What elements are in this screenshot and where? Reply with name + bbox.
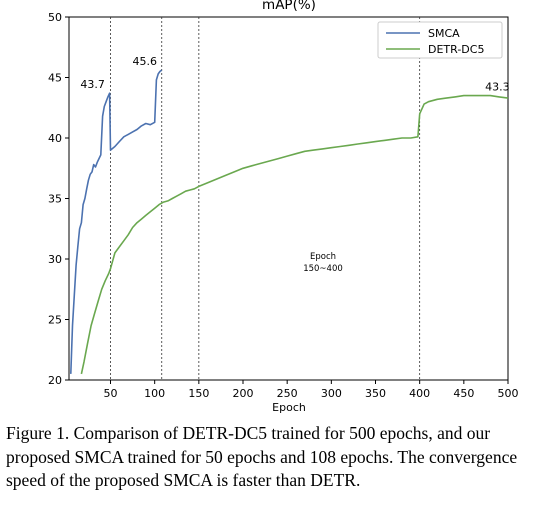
data-labels: 43.7 45.6 43.3 (80, 55, 509, 93)
y-tick-label-30: 30 (48, 253, 62, 266)
legend-label-smca: SMCA (428, 27, 460, 40)
x-tick-label-200: 200 (233, 387, 254, 400)
x-tick-label-150: 150 (188, 387, 209, 400)
convergence-line-chart: mAP(%) 50 100 150 200 250 300 350 400 450 500 202… (48, 0, 519, 414)
x-tick-label-50: 50 (104, 387, 118, 400)
plot-frame (68, 16, 509, 381)
data-label-detr-end: 43.3 (485, 81, 510, 94)
x-tick-label-250: 250 (277, 387, 298, 400)
chart-title: mAP(%) (262, 0, 316, 13)
figure-caption: Figure 1. Comparison of DETR-DC5 trained… (6, 423, 518, 490)
legend-label-detr: DETR-DC5 (428, 43, 484, 56)
annotation-epoch-range: 150~400 (303, 264, 343, 274)
series-line-smca (70, 69, 163, 374)
y-tick-label-25: 25 (48, 314, 62, 327)
data-label-smca-peak-2: 45.6 (132, 55, 157, 68)
x-axis-label: Epoch (272, 401, 306, 414)
x-axis-ticks: 50 100 150 200 250 300 350 400 450 500 (104, 380, 519, 400)
x-tick-label-100: 100 (144, 387, 165, 400)
x-tick-label-400: 400 (409, 387, 430, 400)
phase-divider-lines (110, 17, 421, 380)
x-tick-label-300: 300 (321, 387, 342, 400)
series-layer (70, 69, 509, 375)
annotation-epoch: Epoch (310, 252, 336, 262)
y-tick-label-20: 20 (48, 374, 62, 387)
y-tick-label-45: 45 (48, 72, 62, 85)
y-tick-label-50: 50 (48, 11, 62, 24)
x-tick-label-500: 500 (498, 387, 519, 400)
data-label-smca-peak-1: 43.7 (80, 78, 105, 91)
y-axis-ticks: 20 25 30 35 40 45 50 (48, 11, 69, 387)
x-tick-label-450: 450 (453, 387, 474, 400)
y-tick-label-40: 40 (48, 132, 62, 145)
series-line-detr-dc5 (80, 94, 509, 375)
x-tick-label-350: 350 (365, 387, 386, 400)
legend: SMCA DETR-DC5 (377, 21, 503, 59)
y-tick-label-35: 35 (48, 193, 62, 206)
